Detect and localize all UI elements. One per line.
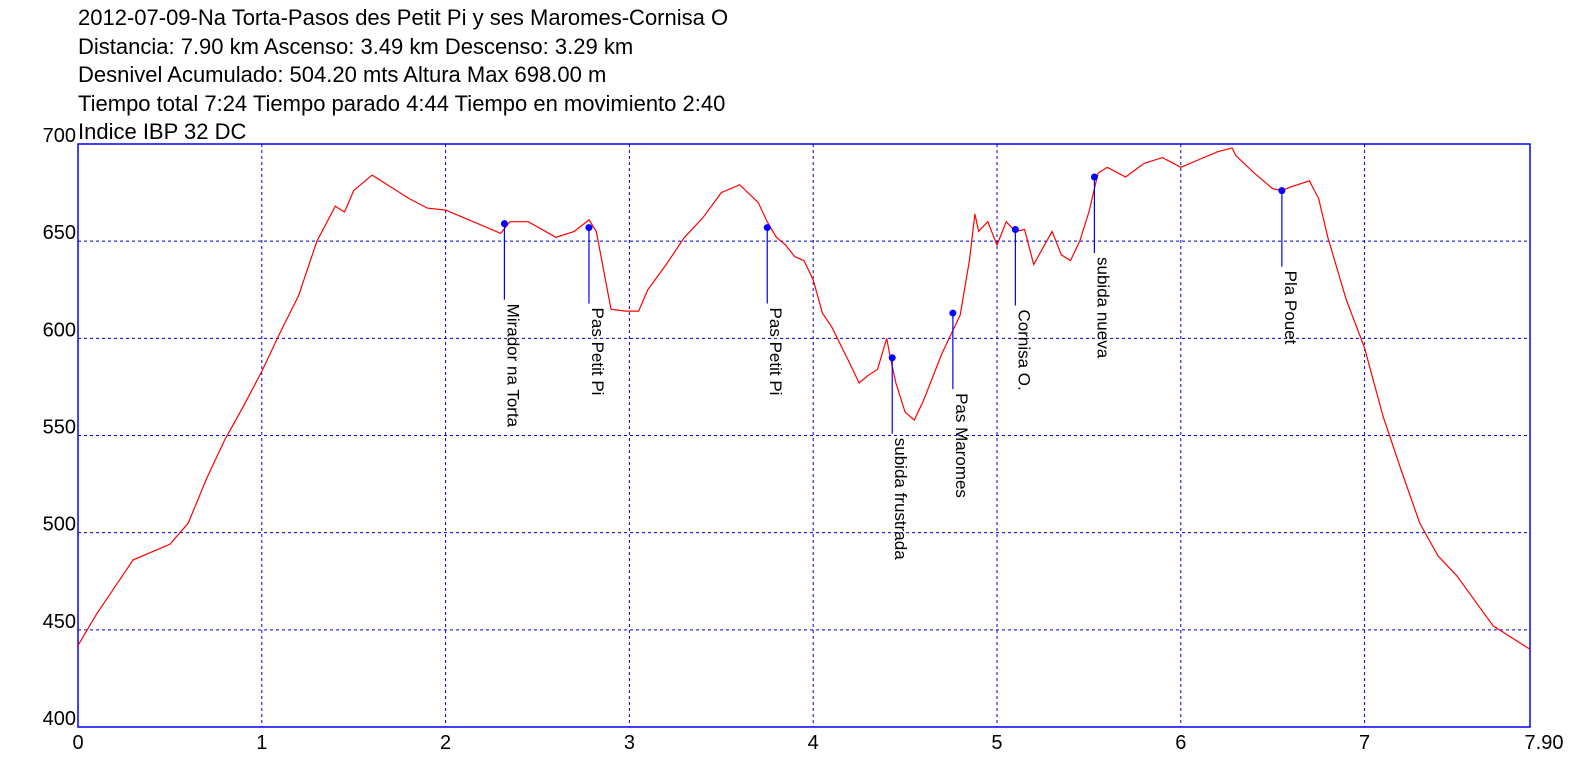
title-line: 2012-07-09-Na Torta-Pasos des Petit Pi y…	[78, 5, 729, 30]
waypoint-1: Mirador na Torta	[500, 220, 522, 428]
y-tick-label: 600	[43, 319, 76, 341]
x-tick-label: 5	[991, 732, 1002, 754]
time-line: Tiempo total 7:24 Tiempo parado 4:44 Tie…	[78, 90, 726, 116]
waypoint-dot	[763, 224, 771, 232]
waypoint-label: subida nueva	[1093, 257, 1112, 359]
waypoint-6: Cornisa O.	[1011, 226, 1033, 391]
x-tick-label: 3	[624, 732, 635, 754]
plot-frame	[77, 143, 1531, 728]
x-tick-label: 2	[440, 732, 451, 754]
y-tick-labels: 400 450 500 550 600 650 700	[43, 125, 76, 730]
x-tick-label: 7	[1359, 732, 1370, 754]
waypoint-dot	[585, 224, 593, 232]
y-tick-label: 550	[43, 417, 76, 439]
waypoint-7: subida nueva	[1090, 173, 1112, 359]
waypoint-label: Pas Petit Pi	[766, 308, 785, 396]
x-tick-label: 1	[256, 732, 267, 754]
waypoint-label: Pla Pouet	[1281, 271, 1300, 345]
waypoint-dot	[1011, 226, 1019, 234]
waypoint-dot	[1090, 173, 1098, 181]
waypoint-3: Pas Petit Pi	[763, 224, 785, 396]
chart-header: 2012-07-09-Na Torta-Pasos des Petit Pi y…	[78, 4, 728, 147]
waypoint-dot	[949, 309, 957, 317]
elevation-line: Desnivel Acumulado: 504.20 mts Altura Ma…	[78, 62, 607, 87]
ibp-line: Indice IBP 32 DC	[78, 119, 247, 144]
waypoint-4: subida frustrada	[888, 354, 910, 560]
waypoint-5: Pas Maromes	[949, 309, 971, 498]
x-tick-label: 6	[1175, 732, 1186, 754]
waypoint-markers: Mirador na Torta Pas Petit Pi Pas Petit Pi…	[500, 173, 1300, 560]
x-tick-label: 4	[808, 732, 819, 754]
distance-line: Distancia: 7.90 km Ascenso: 3.49 km Desc…	[78, 33, 634, 59]
x-tick-label: 0	[72, 732, 83, 754]
waypoint-label: subida frustrada	[891, 438, 910, 560]
x-tick-labels: 0 1 2 3 4 5 6 7 7.90	[72, 732, 1563, 754]
elevation-profile-line	[77, 147, 1531, 650]
waypoint-label: Pas Maromes	[952, 393, 971, 498]
waypoint-label: Cornisa O.	[1014, 310, 1033, 391]
waypoint-dot	[1278, 187, 1286, 195]
waypoint-dot	[500, 220, 508, 228]
y-tick-label: 700	[43, 125, 76, 147]
y-tick-label: 400	[43, 708, 76, 730]
waypoint-label: Mirador na Torta	[503, 304, 522, 428]
waypoint-label: Pas Petit Pi	[588, 308, 607, 396]
y-tick-label: 650	[43, 222, 76, 244]
y-tick-label: 500	[43, 514, 76, 536]
x-tick-label: 7.90	[1525, 732, 1564, 754]
waypoint-2: Pas Petit Pi	[585, 224, 607, 395]
waypoint-8: Pla Pouet	[1278, 187, 1300, 345]
y-tick-label: 450	[43, 611, 76, 633]
grid-lines	[78, 144, 1530, 727]
waypoint-dot	[888, 354, 896, 362]
